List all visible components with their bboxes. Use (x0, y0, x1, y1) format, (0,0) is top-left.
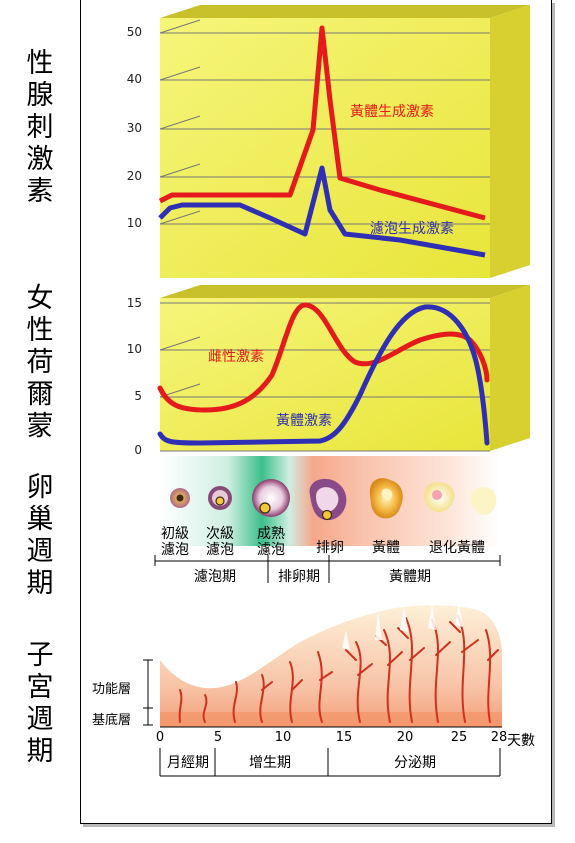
spiral-arteries (178, 615, 499, 723)
hormone-chart (157, 285, 530, 452)
row-label-char: 腺 (26, 80, 54, 111)
day-tick-label: 25 (450, 730, 468, 745)
stage-label-line: 濾泡 (161, 542, 189, 558)
corpus-luteum-icon (369, 478, 403, 519)
stage-label-ovulation: 排卵 (316, 540, 344, 556)
progesterone-series-label: 黃體激素 (276, 413, 332, 429)
row-label-char: 週 (26, 704, 54, 735)
primary-follicle-icon (170, 488, 190, 508)
row-label-char: 激 (26, 144, 54, 175)
y-tick-label: 5 (134, 389, 142, 403)
stage-label-corpus-albicans: 退化黃體 (429, 540, 485, 556)
phase-label-secretory: 分泌期 (394, 755, 436, 771)
fsh-series-label: 濾泡生成激素 (370, 221, 454, 237)
row-label-female-hormone: 女性荷爾蒙 (22, 283, 58, 443)
day-tick-label: 5 (213, 730, 223, 745)
y-tick-label: 0 (134, 443, 142, 457)
row-label-char: 女 (26, 283, 54, 314)
stage-label-mature-follicle: 成熟 濾泡 (254, 526, 288, 558)
ovarian-phase-bracket (154, 555, 501, 583)
day-unit-label: 天數 (507, 733, 535, 749)
stage-label-line: 成熟 (257, 526, 285, 542)
uterine-phase-bracket (159, 748, 501, 777)
row-label-char: 性 (26, 315, 54, 346)
row-label-char: 性 (26, 48, 54, 79)
basal-layer (160, 712, 502, 727)
phase-label-luteal: 黃體期 (389, 569, 431, 585)
row-label-char: 期 (26, 736, 54, 767)
y-tick-label: 50 (126, 25, 142, 39)
fsh-series-line (158, 165, 486, 258)
glandular-highlights (342, 603, 463, 650)
ovulation-icon (309, 478, 347, 521)
y-tick-label: 10 (126, 216, 142, 230)
lh-series-label: 黃體生成激素 (350, 104, 434, 120)
chart-side-face (490, 285, 530, 451)
row-label-char: 卵 (26, 472, 54, 503)
day-tick-label: 28 (490, 730, 508, 745)
row-label-char: 宮 (26, 672, 54, 703)
y-tick-label: 20 (126, 169, 142, 183)
day-tick-label: 10 (274, 730, 292, 745)
stage-label-line: 濾泡 (257, 542, 285, 558)
phase-label-menstrual: 月經期 (167, 755, 209, 771)
row-label-char: 週 (26, 536, 54, 567)
day-tick-label: 0 (155, 730, 165, 745)
estrogen-series-label: 雌性激素 (208, 349, 264, 365)
row-label-char: 子 (26, 640, 54, 671)
mature-follicle-icon (252, 479, 290, 517)
day-tick-label: 20 (396, 730, 414, 745)
phase-label-ovulatory: 排卵期 (278, 569, 320, 585)
layer-label-functional: 功能層 (92, 682, 132, 697)
row-label-char: 巢 (26, 504, 54, 535)
gonadotropin-chart (158, 5, 530, 278)
row-label-char: 刺 (26, 112, 54, 143)
chart-top-face (160, 285, 530, 298)
row-label-char: 爾 (26, 379, 54, 410)
stage-label-line: 濾泡 (206, 542, 234, 558)
stage-label-primary-follicle: 初級 濾泡 (158, 526, 192, 558)
estrogen-series-line (157, 302, 490, 413)
chart-top-face (160, 5, 530, 18)
progesterone-series-line (157, 304, 490, 446)
corpus-albicans-icon (424, 482, 497, 515)
stage-label-line: 初級 (161, 526, 189, 542)
lh-series-line (158, 25, 486, 221)
stage-label-secondary-follicle: 次級 濾泡 (203, 526, 237, 558)
y-tick-label: 15 (126, 296, 142, 310)
layer-label-basal: 基底層 (92, 713, 132, 728)
y-tick-label: 30 (126, 121, 142, 135)
stage-label-line: 次級 (206, 526, 234, 542)
layer-bracket (143, 659, 153, 726)
y-tick-label: 10 (126, 342, 142, 356)
day-tick-label: 15 (335, 730, 353, 745)
row-label-ovarian-cycle: 卵巢週期 (22, 472, 58, 600)
y-tick-label: 40 (126, 72, 142, 86)
chart-side-face (490, 5, 530, 278)
phase-label-proliferative: 增生期 (249, 755, 291, 771)
row-label-char: 素 (26, 176, 54, 207)
phase-label-follicular: 濾泡期 (194, 569, 236, 585)
row-label-char: 蒙 (26, 411, 54, 442)
row-label-gonadotropin: 性腺刺激素 (22, 48, 58, 208)
secondary-follicle-icon (208, 486, 232, 510)
gridlines (159, 302, 490, 452)
row-label-char: 期 (26, 568, 54, 599)
stage-label-corpus-luteum: 黃體 (372, 540, 400, 556)
endometrium-shape (160, 605, 502, 727)
row-label-uterine-cycle: 子宮週期 (22, 640, 58, 768)
row-label-char: 荷 (26, 347, 54, 378)
